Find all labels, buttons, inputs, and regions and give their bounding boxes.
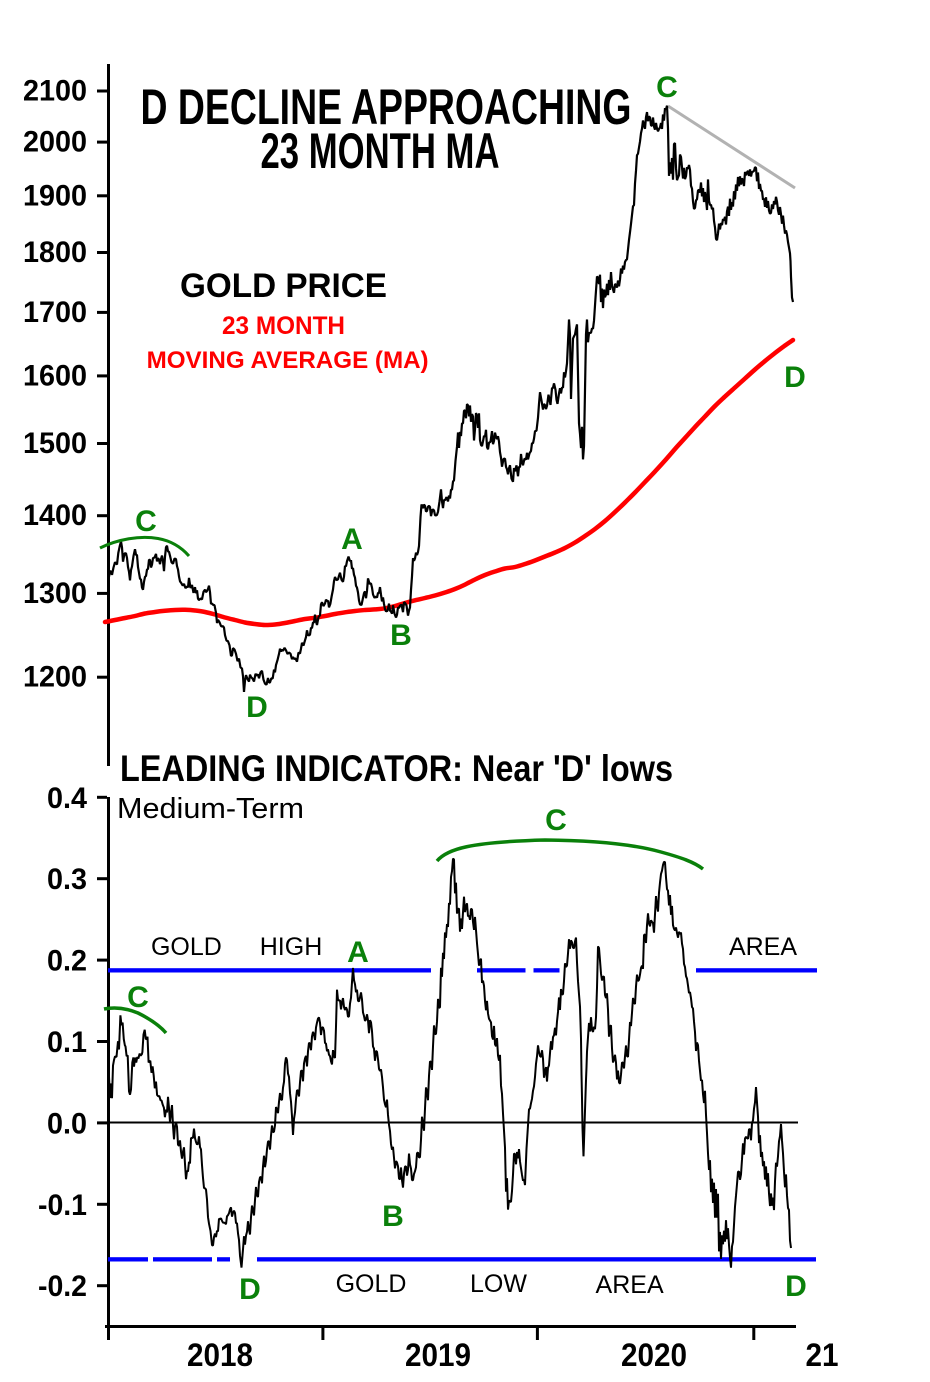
svg-text:GOLD: GOLD xyxy=(336,1270,407,1298)
svg-text:AREA: AREA xyxy=(729,933,797,961)
svg-text:GOLD PRICE: GOLD PRICE xyxy=(180,267,387,305)
svg-text:0.0: 0.0 xyxy=(47,1107,87,1140)
svg-text:B: B xyxy=(382,1200,404,1233)
svg-text:C: C xyxy=(135,505,157,538)
svg-text:D: D xyxy=(785,1270,807,1303)
svg-text:C: C xyxy=(656,71,678,104)
svg-text:D: D xyxy=(239,1273,261,1306)
svg-text:0.2: 0.2 xyxy=(47,945,87,978)
svg-text:D: D xyxy=(784,361,806,394)
svg-text:MOVING AVERAGE (MA): MOVING AVERAGE (MA) xyxy=(147,347,429,374)
svg-text:C: C xyxy=(127,981,149,1014)
svg-text:0.4: 0.4 xyxy=(47,782,87,815)
svg-text:23 MONTH: 23 MONTH xyxy=(222,312,345,340)
svg-text:2018: 2018 xyxy=(187,1337,253,1373)
svg-text:D: D xyxy=(246,691,268,724)
svg-text:2100: 2100 xyxy=(23,75,87,108)
svg-text:-0.1: -0.1 xyxy=(38,1189,87,1222)
svg-text:1600: 1600 xyxy=(23,359,87,392)
svg-text:1400: 1400 xyxy=(23,499,87,532)
svg-text:A: A xyxy=(341,523,363,556)
svg-text:1500: 1500 xyxy=(23,427,87,460)
svg-text:B: B xyxy=(390,619,412,652)
svg-text:D DECLINE APPROACHING: D DECLINE APPROACHING xyxy=(141,79,632,135)
svg-text:2019: 2019 xyxy=(405,1337,471,1373)
svg-text:-0.2: -0.2 xyxy=(38,1270,87,1303)
svg-text:2000: 2000 xyxy=(23,126,87,159)
svg-text:1900: 1900 xyxy=(23,179,87,212)
svg-text:HIGH: HIGH xyxy=(260,933,323,961)
svg-text:1300: 1300 xyxy=(23,577,87,610)
svg-text:21: 21 xyxy=(806,1337,839,1373)
svg-text:1200: 1200 xyxy=(23,661,87,694)
svg-text:GOLD: GOLD xyxy=(151,933,222,961)
svg-text:23 MONTH MA: 23 MONTH MA xyxy=(261,123,500,179)
svg-text:0.1: 0.1 xyxy=(47,1026,87,1059)
svg-text:LOW: LOW xyxy=(470,1270,527,1298)
svg-text:1700: 1700 xyxy=(23,296,87,329)
svg-text:AREA: AREA xyxy=(596,1271,664,1299)
svg-text:C: C xyxy=(545,804,567,837)
svg-text:1800: 1800 xyxy=(23,236,87,269)
svg-text:Medium-Term: Medium-Term xyxy=(117,793,304,825)
svg-text:LEADING INDICATOR: Near 'D' lo: LEADING INDICATOR: Near 'D' lows xyxy=(120,748,673,789)
svg-text:2020: 2020 xyxy=(621,1337,687,1373)
svg-text:0.3: 0.3 xyxy=(47,863,87,896)
svg-text:A: A xyxy=(347,936,369,969)
